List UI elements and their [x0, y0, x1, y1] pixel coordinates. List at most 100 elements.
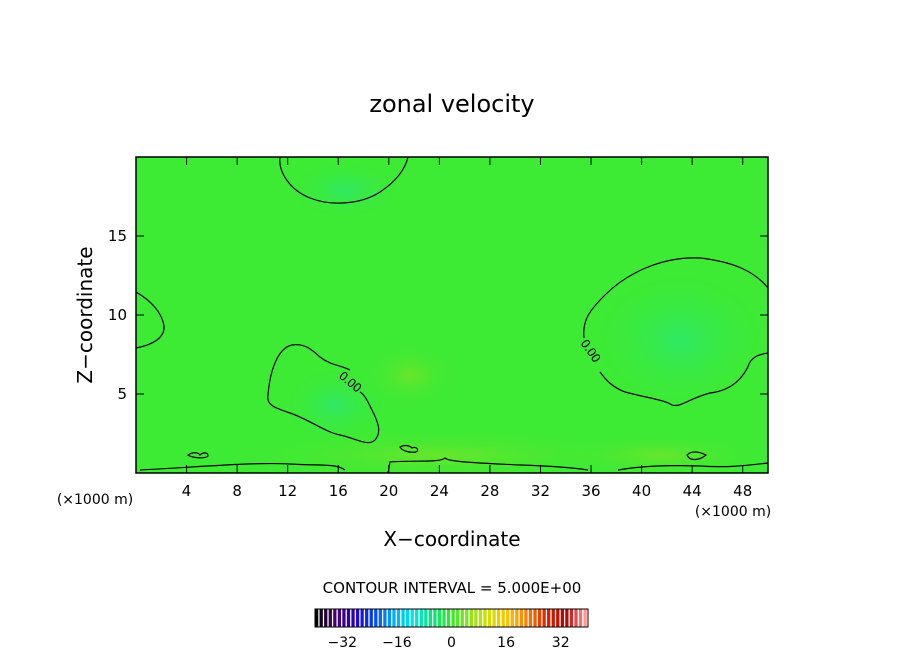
colorbar-cell [360, 609, 364, 627]
colorbar-cell [551, 609, 555, 627]
contour-lines [136, 157, 768, 473]
colorbar-cell [319, 609, 323, 627]
colorbar-cell [565, 609, 569, 627]
colorbar-cell [355, 609, 360, 627]
x-axis-label: X−coordinate [383, 527, 520, 551]
colorbar-cell [501, 609, 505, 627]
contour-small-loop [399, 444, 419, 453]
colorbar-cell [456, 609, 460, 627]
colorbar-cell [437, 609, 442, 627]
chart-title: zonal velocity [369, 90, 534, 118]
colorbar-cell [492, 609, 496, 627]
contour-small-loop [686, 451, 708, 461]
contour-line-left [136, 291, 165, 349]
x-tick-label: 32 [531, 482, 550, 500]
colorbar-cell [547, 609, 551, 627]
colorbar-cell [487, 609, 492, 627]
colorbar-cell [328, 609, 332, 627]
x-tick-label: 20 [379, 482, 398, 500]
contour-line-middle [267, 344, 380, 444]
colorbar-cell [406, 609, 410, 627]
x-tick-labels: 4 8 12 16 20 24 28 32 36 40 44 48 [182, 482, 752, 500]
shade-region [360, 340, 460, 410]
colorbar-cell [569, 609, 574, 627]
colorbar-tick-label: −16 [382, 635, 412, 651]
y-tick-label: 10 [108, 306, 127, 324]
y-tick-label: 15 [108, 227, 127, 245]
colorbar-cell [396, 609, 401, 627]
x-tick-label: 24 [430, 482, 449, 500]
colorbar-cell [506, 609, 510, 627]
colorbar-cell [442, 609, 446, 627]
x-tick-label: 44 [683, 482, 702, 500]
colorbar-cell [537, 609, 542, 627]
colorbar-cell [556, 609, 560, 627]
colorbar-cell [315, 609, 319, 627]
colorbar-gradient [315, 609, 587, 627]
colorbar-cell [510, 609, 514, 627]
colorbar-cell [324, 609, 328, 627]
colorbar-cell [578, 609, 583, 627]
x-tick-label: 4 [182, 482, 192, 500]
colorbar-cell [469, 609, 473, 627]
colorbar-cell [519, 609, 524, 627]
colorbar-cell [337, 609, 342, 627]
colorbar-cell [392, 609, 396, 627]
colorbar-cell [433, 609, 437, 627]
color-shading [220, 160, 768, 473]
colorbar-cell [374, 609, 378, 627]
x-tick-label: 36 [581, 482, 600, 500]
x-unit-right: (×1000 m) [695, 504, 771, 520]
colorbar-cell [383, 609, 387, 627]
x-tick-label: 16 [329, 482, 348, 500]
colorbar-cell [415, 609, 419, 627]
colorbar-cell [410, 609, 414, 627]
colorbar-tick-label: −32 [328, 635, 358, 651]
colorbar-cell [474, 609, 478, 627]
colorbar-cell [342, 609, 346, 627]
contour-line-bottom [387, 457, 589, 473]
x-tick-label: 48 [733, 482, 752, 500]
colorbar-cell [419, 609, 423, 627]
x-tick-label: 40 [632, 482, 651, 500]
plot-area: 0.00 0.00 [135, 156, 769, 474]
colorbar-cell [528, 609, 533, 627]
colorbar-tick-label: 32 [552, 635, 570, 651]
colorbar-cell [483, 609, 487, 627]
x-tick-label: 8 [232, 482, 242, 500]
colorbar-cell [351, 609, 355, 627]
shade-region [585, 265, 768, 415]
colorbar-cell [560, 609, 564, 627]
contour-line-right [583, 257, 768, 407]
colorbar: −32 −16 0 16 32 [314, 608, 589, 651]
colorbar-cell [424, 609, 428, 627]
colorbar-cell [333, 609, 337, 627]
contour-line-bottom-right [617, 462, 768, 471]
colorbar-cell [574, 609, 578, 627]
colorbar-cell [387, 609, 392, 627]
colorbar-frame [314, 608, 589, 628]
colorbar-cell [542, 609, 546, 627]
y-tick-label: 5 [117, 385, 127, 403]
colorbar-cell [378, 609, 382, 627]
y-axis-ticks [136, 235, 768, 395]
contour-line-top [279, 157, 409, 204]
x-unit-left: (×1000 m) [57, 492, 133, 508]
y-tick-labels: 5 10 15 [108, 227, 127, 403]
colorbar-cell [478, 609, 483, 627]
colorbar-cell [369, 609, 373, 627]
x-tick-label: 12 [278, 482, 297, 500]
shade-region [220, 427, 660, 473]
colorbar-cell [533, 609, 537, 627]
shade-region [550, 433, 768, 473]
contour-small-loop [186, 452, 209, 459]
colorbar-tick-label: 16 [497, 635, 515, 651]
contour-interval-text: CONTOUR INTERVAL = 5.000E+00 [323, 579, 582, 597]
colorbar-cell [524, 609, 528, 627]
shade-region [285, 160, 405, 220]
contour-line-bottom-left [139, 462, 346, 471]
colorbar-cell [465, 609, 469, 627]
colorbar-cell [515, 609, 519, 627]
y-axis-label: Z−coordinate [73, 246, 97, 383]
